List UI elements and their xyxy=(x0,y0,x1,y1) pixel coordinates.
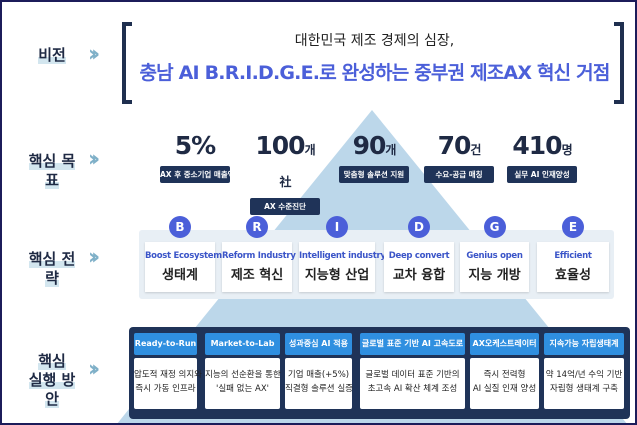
action-line: 약 14억/년 수익 기반 xyxy=(545,370,623,380)
goal-number: 410 xyxy=(512,131,562,160)
strategy-korean: 제조 혁신 xyxy=(230,268,284,283)
strategy-card: Reform Industry 제조 혁신 xyxy=(222,242,296,292)
strategy-korean: 교차 융합 xyxy=(392,268,446,283)
action-title: 글로벌 표준 기반 AI 고속도로 xyxy=(360,333,465,355)
action-line: 직결형 솔루션 실증 xyxy=(285,384,353,394)
goal-unit: 명 xyxy=(561,143,573,157)
action-line: AI 실질 인재 양성 xyxy=(472,384,537,394)
action-line: 즉시 가동 인프라 xyxy=(135,384,196,394)
strategy-korean: 효율성 xyxy=(555,268,591,283)
goal-unit: 개 社 xyxy=(279,143,315,189)
strategy-letter-badge: E xyxy=(562,216,584,238)
action-card: Market-to-Lab 지능의 선순환을 통한 '실패 없는 AX' xyxy=(205,333,281,409)
vision-title: 충남 AI B.R.I.D.G.E.로 완성하는 중부권 제조AX 혁신 거점 xyxy=(139,62,610,84)
action-line: 압도적 재정 의지와 xyxy=(134,370,202,380)
goal-value: 410명 xyxy=(507,132,577,164)
action-line: 기업 매출(+5%) xyxy=(287,370,350,380)
goal-number: 5% xyxy=(174,131,216,160)
strategy-english: Efficient xyxy=(554,251,592,261)
goal-label: 수요-공급 매칭 xyxy=(424,166,494,183)
action-line: '실패 없는 AX' xyxy=(216,384,269,394)
goal-label: 맞춤형 솔루션 지원 xyxy=(339,166,409,183)
strategy-panel xyxy=(139,230,614,299)
strategy-letter-badge: I xyxy=(326,216,348,238)
row-label-exec: 핵심 실행 방안 xyxy=(28,352,76,408)
strategy-english: Reform Industry xyxy=(222,251,296,261)
goal-number: 90 xyxy=(352,131,387,160)
row-label-goals: 핵심 목표 xyxy=(28,152,76,189)
action-title: Ready-to-Run xyxy=(134,333,197,355)
left-bracket xyxy=(122,22,132,104)
strategy-letter-badge: D xyxy=(408,216,430,238)
action-line: 지능의 선순환을 통한 xyxy=(205,370,281,380)
strategy-card: Boost Ecosystem 생태계 xyxy=(145,242,222,292)
row-label-strategy: 핵심 전략 xyxy=(28,250,76,287)
goal-value: 100개 社 xyxy=(250,132,320,196)
strategy-korean: 생태계 xyxy=(162,268,198,283)
goal-unit: 건 xyxy=(470,143,481,157)
action-title: 성과중심 AI 적용 xyxy=(285,333,352,355)
strategy-card: Efficient 효율성 xyxy=(537,242,609,292)
strategy-card: Genius open 지능 개방 xyxy=(460,242,529,292)
strategy-card: Deep convert 교차 융합 xyxy=(384,242,454,292)
action-line: 자립형 생태계 구축 xyxy=(550,384,618,394)
strategy-letter-badge: B xyxy=(169,216,191,238)
action-body: 지능의 선순환을 통한 '실패 없는 AX' xyxy=(205,358,281,409)
strategy-english: Genius open xyxy=(466,251,523,261)
action-body: 기업 매출(+5%) 직결형 솔루션 실증 xyxy=(285,358,353,409)
vision-subtitle: 대한민국 제조 경제의 심장, xyxy=(294,33,455,49)
strategy-letter-badge: R xyxy=(246,216,268,238)
action-line: 글로벌 데이터 표준 기반의 xyxy=(365,370,460,380)
row-label-vision: 비전 xyxy=(38,46,66,64)
strategy-english: Deep convert xyxy=(388,251,450,261)
double-chevron-right-icon: ›› xyxy=(88,245,100,270)
goal-label: AX 후 중소기업 매출액 xyxy=(160,166,235,183)
action-title: AX오케스트레이터 xyxy=(470,333,539,355)
goal-number: 100 xyxy=(255,131,305,160)
goal-item: 5% AX 후 중소기업 매출액 xyxy=(160,132,235,183)
action-line: 즉시 전력형 xyxy=(483,370,526,380)
double-chevron-right-icon: ›› xyxy=(88,357,100,382)
goal-label: 실무 AI 인재양성 xyxy=(507,166,577,183)
goal-item: 100개 社 AX 수준진단 xyxy=(250,132,320,215)
action-title: 지속가능 자립생태계 xyxy=(544,333,624,355)
strategy-english: Boost Ecosystem xyxy=(145,251,222,261)
goal-number: 70 xyxy=(437,131,472,160)
action-line: 초고속 AI 확산 체계 조성 xyxy=(367,384,458,394)
double-chevron-right-icon: ›› xyxy=(88,147,100,172)
action-title: Market-to-Lab xyxy=(205,333,280,355)
strategy-english: Intelligent industry xyxy=(299,251,386,261)
strategy-letter-badge: G xyxy=(483,216,506,238)
double-chevron-right-icon: ›› xyxy=(88,42,100,67)
goal-value: 5% xyxy=(160,132,230,164)
strategy-korean: 지능 개방 xyxy=(468,268,521,283)
goal-unit: 개 xyxy=(385,143,396,157)
action-body: 즉시 전력형 AI 실질 인재 양성 xyxy=(470,358,539,409)
goal-value: 90개 xyxy=(339,132,409,164)
strategy-korean: 지능형 산업 xyxy=(304,268,370,283)
strategy-card: Intelligent industry 지능형 산업 xyxy=(299,242,386,292)
goal-value: 70건 xyxy=(424,132,494,164)
right-bracket xyxy=(614,22,624,104)
goal-label: AX 수준진단 xyxy=(250,198,320,215)
